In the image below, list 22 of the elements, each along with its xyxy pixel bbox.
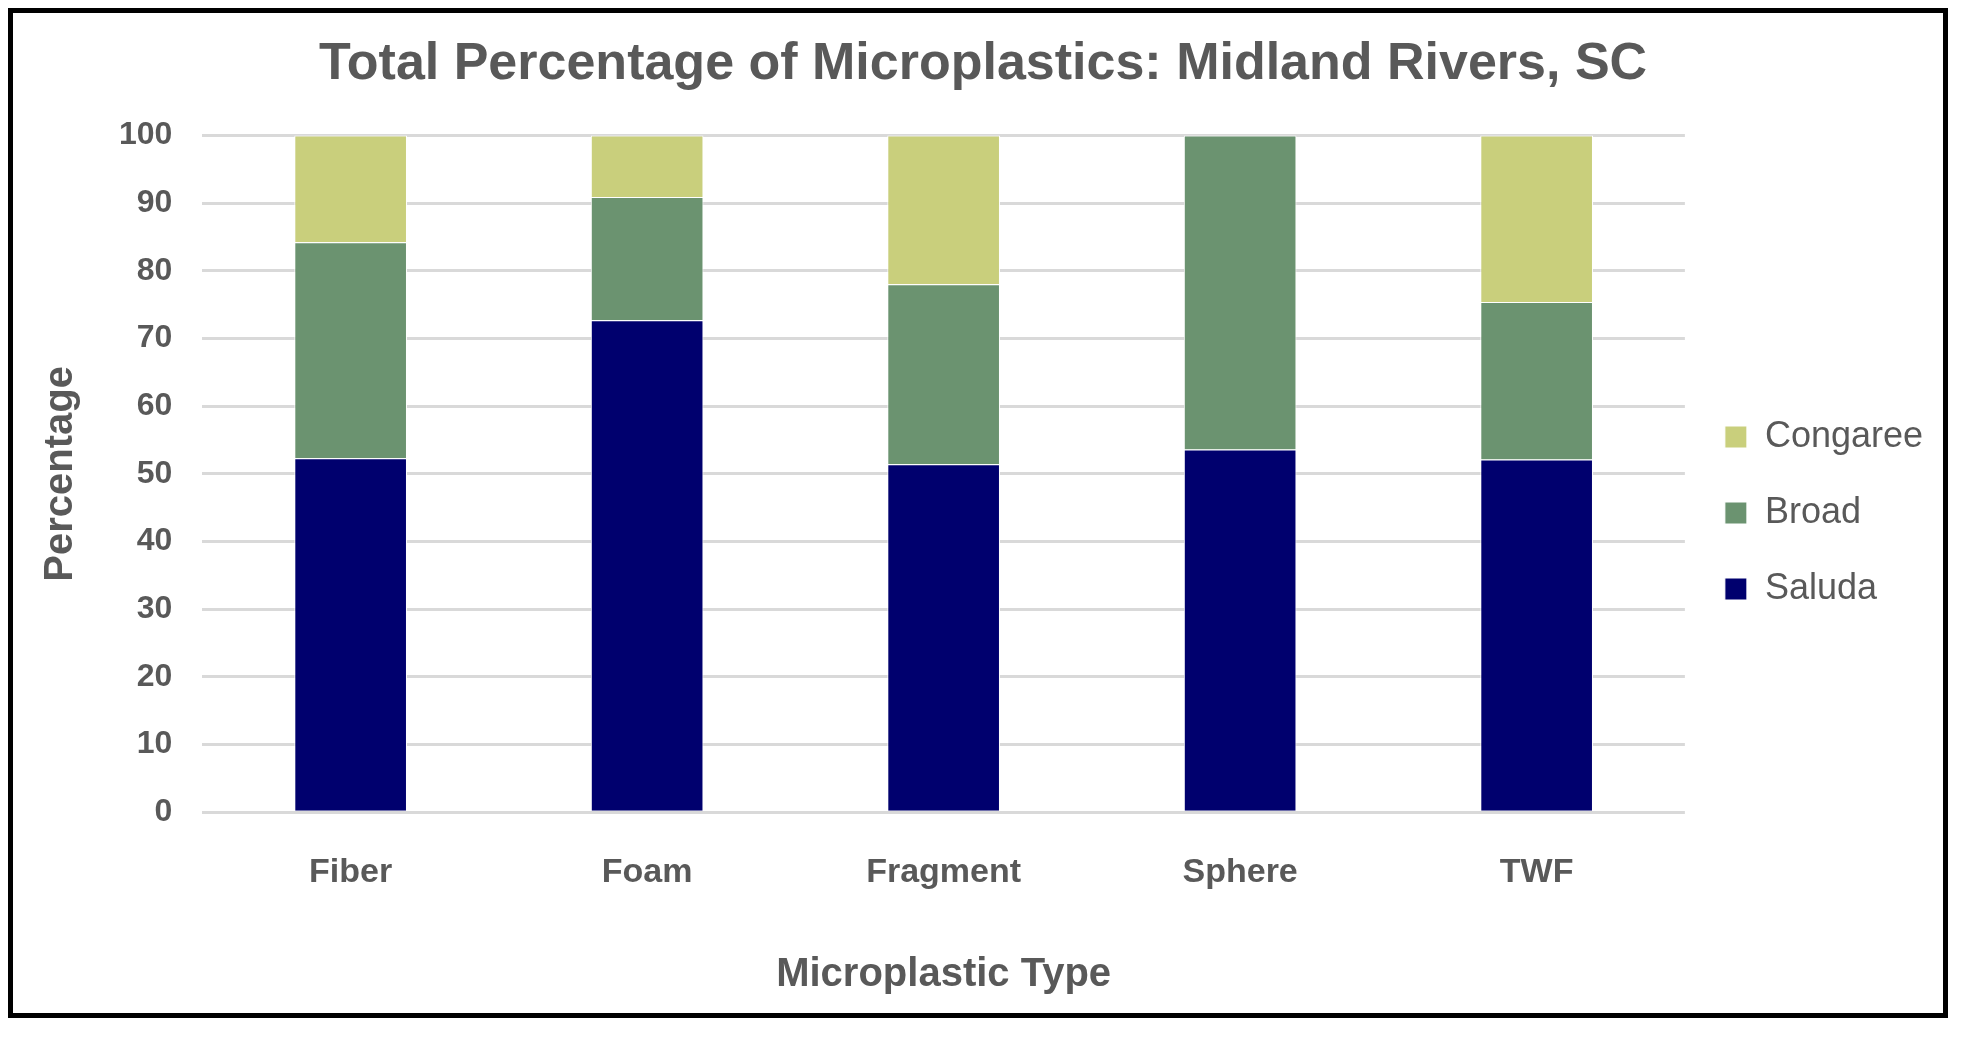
y-tick-label: 80: [136, 250, 173, 287]
y-tick-label: 50: [136, 453, 173, 490]
chart-title: Total Percentage of Microplastics: Midland Rivers, SC: [318, 31, 1648, 90]
y-tick-label: 40: [136, 521, 173, 558]
y-tick-label: 100: [119, 115, 173, 152]
x-axis-title: Microplastic Type: [776, 950, 1112, 995]
y-tick-label: 20: [136, 656, 173, 693]
y-tick-label: 60: [136, 385, 173, 422]
legend-label: Saluda: [1764, 565, 1878, 607]
y-axis-title: Percentage: [36, 365, 81, 582]
x-tick-label: Sphere: [1182, 850, 1298, 889]
y-tick-label: 90: [136, 182, 173, 219]
y-tick-label: 70: [136, 318, 173, 355]
legend-label: Broad: [1764, 489, 1861, 531]
x-tick-label: TWF: [1499, 850, 1574, 889]
y-tick-label: 10: [136, 724, 173, 761]
y-tick-label: 0: [154, 792, 173, 829]
legend-label: Congaree: [1764, 413, 1924, 455]
y-tick-label: 30: [136, 588, 173, 625]
x-tick-label: Fiber: [309, 850, 393, 889]
x-tick-label: Foam: [601, 850, 693, 889]
x-tick-label: Fragment: [866, 850, 1022, 889]
